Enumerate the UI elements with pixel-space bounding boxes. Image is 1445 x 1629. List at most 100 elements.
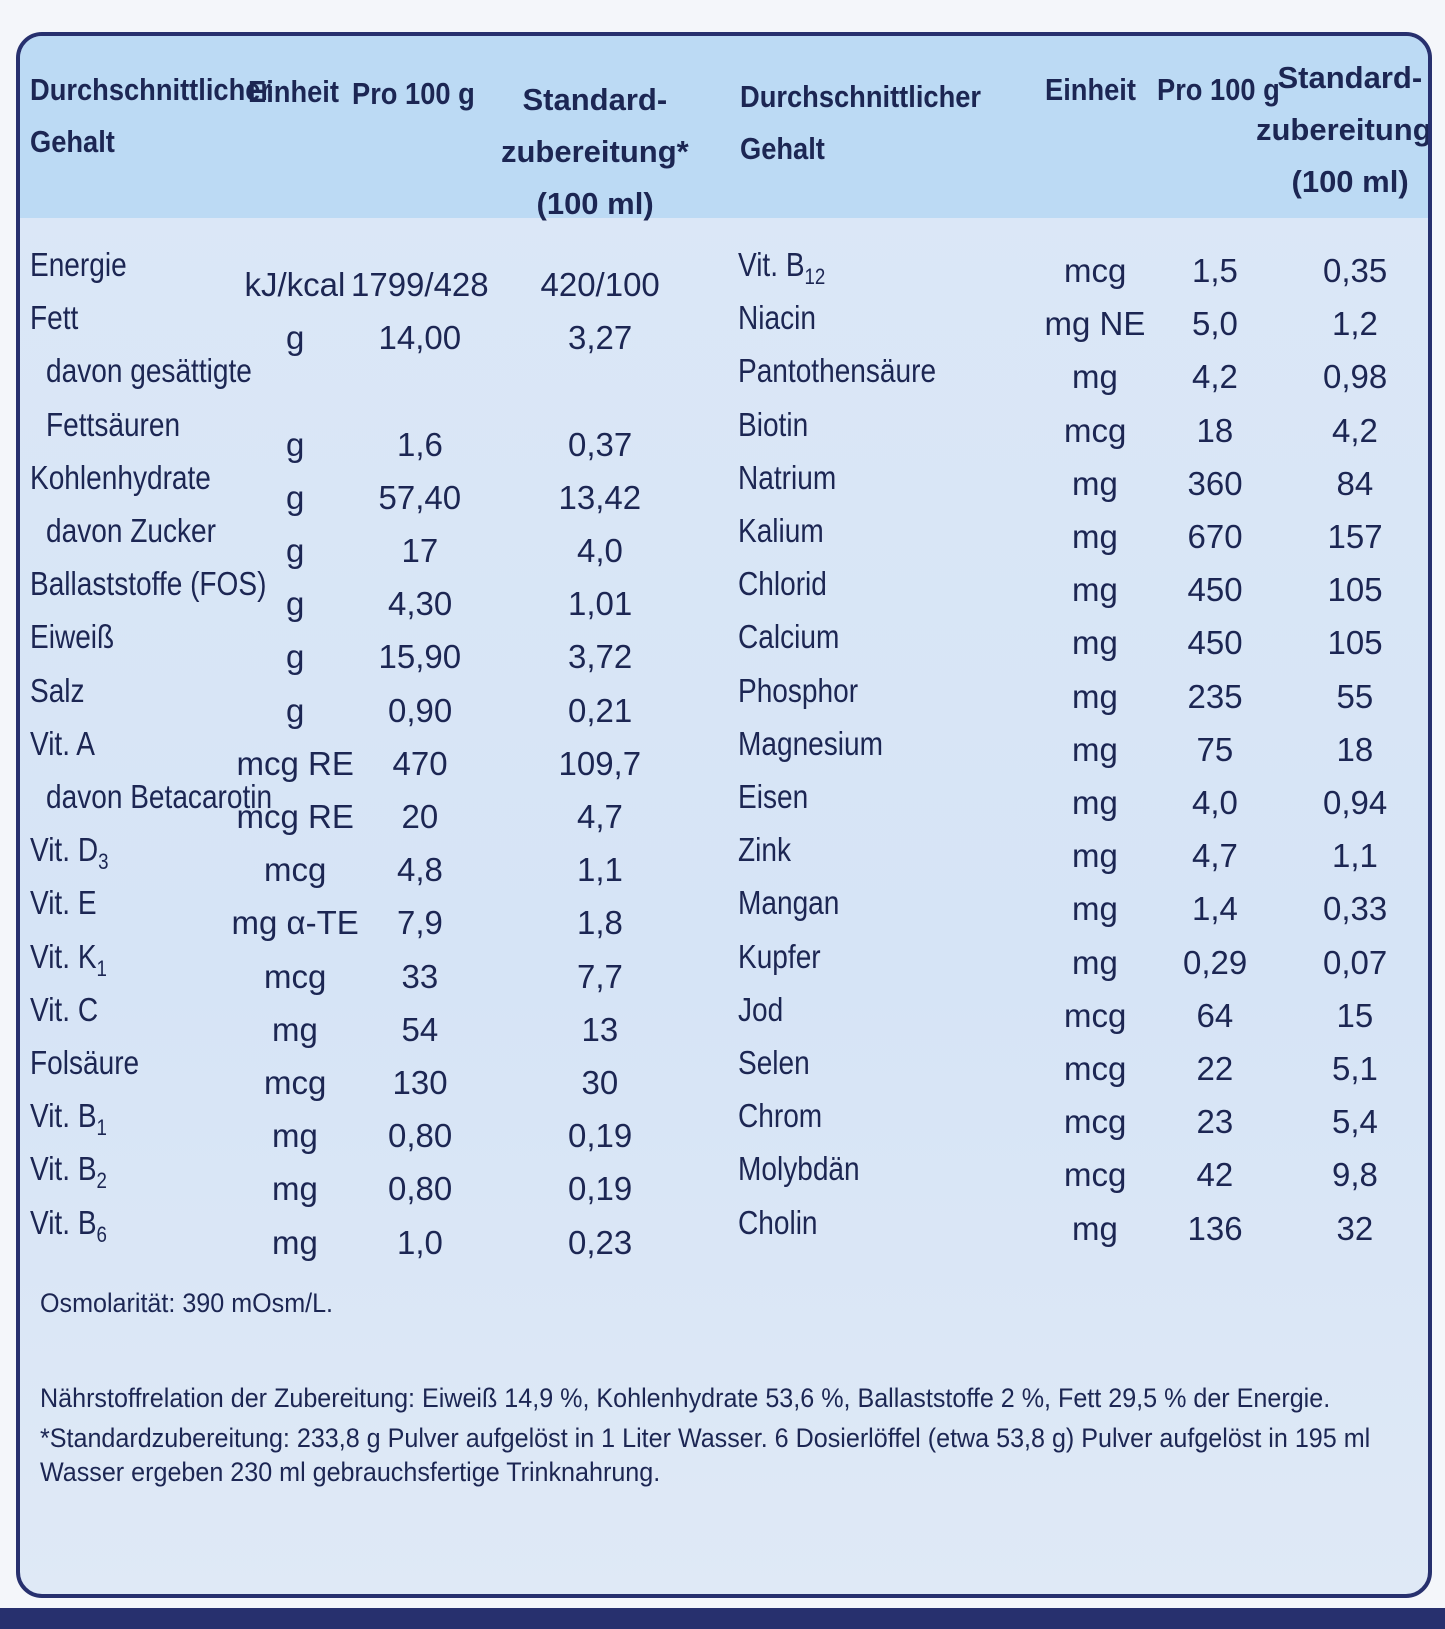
name-text: Kupfer [738,937,821,975]
row-name: Eiweiß [30,620,114,653]
subscript: 6 [96,1221,107,1247]
row-name: Natrium [738,461,836,494]
row-pro100: 23 [1196,1103,1234,1141]
row-pro100: 0,29 [1183,943,1248,981]
row-standard: 0,19 [568,1170,633,1208]
row-pro100: 22 [1196,1050,1234,1087]
row-unit: kJ/kcal [244,266,346,303]
row-pro100: 4,30 [388,585,453,623]
row-pro100: 20 [401,798,439,835]
row-unit: g [286,532,305,569]
name-text: Zink [738,831,791,869]
name-text: Ballaststoffe (FOS) [30,565,267,603]
row-unit: g [286,425,305,463]
row-name: Folsäure [30,1046,139,1079]
row-standard: 420/100 [540,266,660,303]
row-unit: mg α-TE [231,904,359,942]
row-pro100: 7,9 [397,904,443,942]
name-text: Selen [738,1044,810,1081]
row-standard: 0,21 [568,691,633,729]
row-name: davon Betacarotin [46,780,272,813]
row-name: Vit. C [30,993,98,1026]
row-unit: mg [1072,518,1118,555]
row-name: Salz [30,674,85,707]
row-unit: mg [272,1223,318,1261]
header-gehalt: Gehalt [30,124,115,159]
row-name: Chrom [738,1099,822,1132]
row-unit: g [286,478,305,516]
row-unit: mg [272,1010,318,1048]
name-text: Fett [30,299,79,337]
name-text: Vit. B [30,1097,97,1135]
row-pro100: 0,90 [388,691,453,729]
row-name: Energie [30,248,127,281]
row-name: Vit. B1 [30,1099,107,1139]
row-name: Fett [30,301,78,334]
row-name: Cholin [738,1206,818,1239]
row-pro100: 1,5 [1192,252,1238,289]
row-name: davon Zucker [46,514,216,547]
row-pro100: 18 [1196,411,1234,449]
name-text: Eiweiß [30,618,115,656]
row-name: Vit. B6 [30,1206,107,1246]
row-unit: mg [1072,358,1118,396]
header-band [20,36,1428,218]
name-text: Fettsäuren [46,405,181,443]
name-text: Biotin [738,405,809,443]
row-pro100: 450 [1187,624,1243,662]
row-name: Niacin [738,301,816,334]
row-unit: mg [1072,677,1118,715]
row-name: Fettsäuren [46,408,180,441]
row-standard: 5,4 [1332,1103,1378,1141]
row-unit: mcg [1064,1156,1127,1194]
row-pro100: 5,0 [1192,305,1238,343]
name-text: Vit. D [30,831,99,869]
header-gehalt: Gehalt [740,131,825,166]
name-text: Molybdän [738,1150,860,1188]
name-text: Natrium [738,458,837,496]
row-unit: mcg [264,851,327,889]
row-pro100: 0,80 [388,1117,453,1155]
name-text: Calcium [738,618,840,656]
row-standard: 4,0 [577,532,623,569]
row-pro100: 450 [1187,571,1243,609]
row-standard: 7,7 [577,957,623,995]
naehrstoffrelation: Nährstoffrelation der Zubereitung: Eiwei… [40,1383,1331,1413]
row-unit: mcg [1064,252,1127,289]
row-pro100: 360 [1187,464,1243,502]
header-standard: (100 ml) [536,186,654,221]
row-name: Biotin [738,408,808,441]
name-text: Vit. B [738,246,805,283]
row-standard: 15 [1336,996,1374,1034]
row-unit: mcg RE [236,744,354,782]
row-standard: 157 [1327,518,1383,555]
name-text: davon Zucker [46,512,216,549]
row-standard: 55 [1336,677,1374,715]
row-standard: 105 [1327,571,1383,609]
row-pro100: 470 [392,744,448,782]
name-text: Chrom [738,1097,823,1135]
name-text: Mangan [738,884,840,922]
row-unit: mcg RE [236,798,354,835]
row-pro100: 4,0 [1192,784,1238,821]
row-standard: 1,8 [577,904,623,942]
subscript: 2 [96,1168,107,1194]
row-unit: mg [272,1170,318,1208]
row-pro100: 1,6 [397,425,443,463]
row-unit: mg [1072,837,1118,875]
name-text: davon gesättigte [46,352,252,390]
row-name: Vit. A [30,727,95,760]
name-text: Vit. C [30,990,99,1028]
row-standard: 5,1 [1332,1050,1378,1087]
row-name: Vit. D3 [30,833,108,873]
row-name: Kalium [738,514,824,547]
row-unit: mg [1072,1209,1118,1247]
row-name: Calcium [738,620,839,653]
name-text: davon Betacarotin [46,778,273,815]
row-pro100: 136 [1187,1209,1243,1247]
row-standard: 0,35 [1323,252,1388,289]
row-pro100: 0,80 [388,1170,453,1208]
name-text: Kohlenhydrate [30,458,211,496]
name-text: Kalium [738,512,824,549]
